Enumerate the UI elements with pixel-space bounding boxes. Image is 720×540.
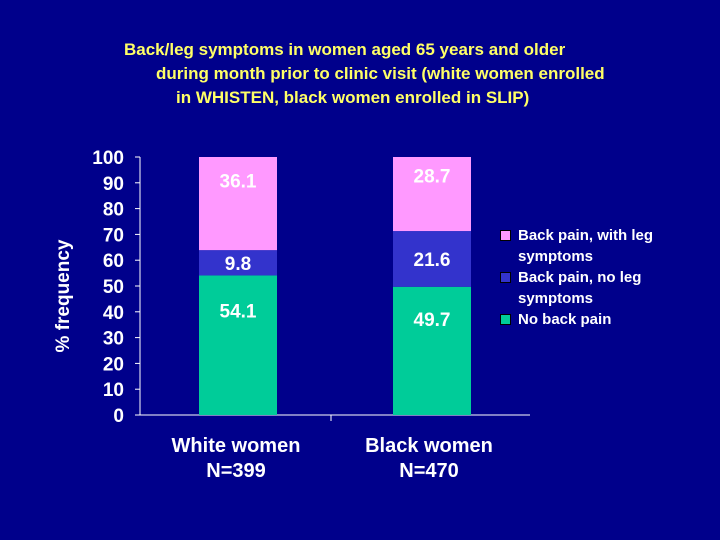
- y-tick-label: 100: [92, 148, 124, 169]
- legend: Back pain, with leg symptoms Back pain, …: [500, 225, 700, 330]
- bar-segment: [199, 157, 277, 251]
- data-label: 36.1: [220, 171, 257, 192]
- data-label: 21.6: [414, 250, 451, 271]
- data-label: 49.7: [414, 310, 451, 331]
- legend-label: Back pain, with leg symptoms: [518, 227, 654, 265]
- y-tick-label: 20: [103, 354, 124, 375]
- bar-segment: [393, 231, 471, 287]
- y-tick-label: 50: [103, 277, 124, 298]
- category-count: N=399: [206, 460, 266, 482]
- y-tick-label: 0: [113, 406, 124, 427]
- bar-segment: [199, 250, 277, 276]
- y-tick-label: 90: [103, 174, 124, 195]
- chart-title: Back/leg symptoms in women aged 65 years…: [0, 38, 720, 110]
- bar-segment: [393, 286, 471, 415]
- title-line-1: Back/leg symptoms in women aged 65 years…: [124, 40, 566, 59]
- data-label: 54.1: [220, 301, 257, 322]
- y-tick-label: 70: [103, 225, 124, 246]
- y-tick-label: 40: [103, 303, 124, 324]
- y-tick-label: 60: [103, 251, 124, 272]
- data-label: 9.8: [225, 254, 251, 275]
- legend-swatch: [500, 314, 511, 325]
- y-tick-label: 10: [103, 380, 124, 401]
- legend-item-leg-symptoms: Back pain, with leg symptoms: [500, 225, 700, 267]
- legend-swatch: [500, 272, 511, 283]
- legend-label: Back pain, no leg symptoms: [518, 269, 642, 307]
- data-label: 28.7: [414, 167, 451, 188]
- legend-label: No back pain: [518, 311, 612, 328]
- bar-segment: [393, 157, 471, 232]
- y-tick-label: 80: [103, 200, 124, 221]
- category-count: N=470: [399, 460, 459, 482]
- category-label-white: White women N=399: [136, 434, 336, 484]
- legend-item-no-back-pain: No back pain: [500, 309, 700, 330]
- legend-swatch: [500, 230, 511, 241]
- category-name: White women: [171, 435, 301, 457]
- legend-item-no-leg-symptoms: Back pain, no leg symptoms: [500, 267, 700, 309]
- title-line-3: in WHISTEN, black women enrolled in SLIP…: [176, 88, 530, 107]
- category-name: Black women: [365, 435, 493, 457]
- bar-segment: [199, 275, 277, 415]
- title-line-2: during month prior to clinic visit (whit…: [156, 64, 605, 83]
- category-label-black: Black women N=470: [329, 434, 529, 484]
- y-tick-label: 30: [103, 329, 124, 350]
